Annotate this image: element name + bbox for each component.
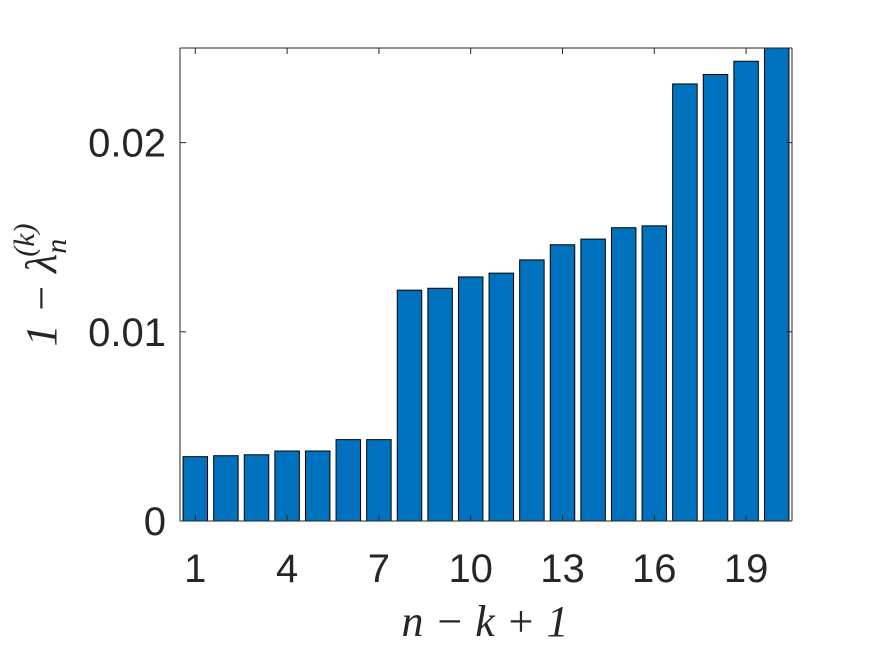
bars-group [182, 47, 790, 522]
bar-2 [213, 455, 239, 522]
bar-20 [763, 47, 790, 522]
bar-6 [335, 439, 362, 522]
y-axis-label-superscript: (k) [8, 223, 41, 256]
bar-8 [396, 289, 423, 522]
x-tick-label-19: 19 [724, 547, 769, 591]
x-tick-label-16: 16 [632, 547, 677, 591]
bar-16 [641, 225, 668, 522]
x-tick-label-1: 1 [184, 547, 206, 591]
y-axis-label-main: 1 − λ [17, 254, 66, 347]
bar-10 [457, 276, 484, 522]
bar-7 [366, 439, 392, 522]
bar-4 [274, 450, 300, 522]
x-tick-label-7: 7 [368, 547, 390, 591]
x-tick-label-10: 10 [448, 547, 493, 591]
bar-1 [182, 456, 209, 522]
y-axis-label: 1 − λn(k) [8, 223, 73, 346]
y-tick-label-0.02: 0.02 [88, 122, 166, 166]
bar-12 [519, 259, 545, 522]
y-tick-label-0.01: 0.01 [88, 311, 166, 355]
bar-5 [304, 450, 331, 522]
y-tick-label-0: 0 [144, 500, 166, 544]
bar-14 [580, 238, 606, 522]
x-tick-label-13: 13 [540, 547, 585, 591]
bar-13 [549, 244, 576, 522]
x-tick-label-4: 4 [276, 547, 298, 591]
axes-group [179, 47, 793, 522]
x-axis-label: n − k + 1 [402, 597, 569, 646]
bar-9 [427, 287, 453, 522]
bar-17 [672, 83, 698, 522]
ticks-group: 1 4 7 10 13 16 19 0 0.01 0.02 [88, 122, 768, 591]
bar-18 [702, 73, 729, 522]
y-axis-label-subscript: n [40, 239, 73, 254]
bar-15 [610, 227, 637, 522]
bar-11 [488, 272, 515, 522]
bar-3 [243, 454, 270, 522]
bar-19 [733, 60, 759, 522]
